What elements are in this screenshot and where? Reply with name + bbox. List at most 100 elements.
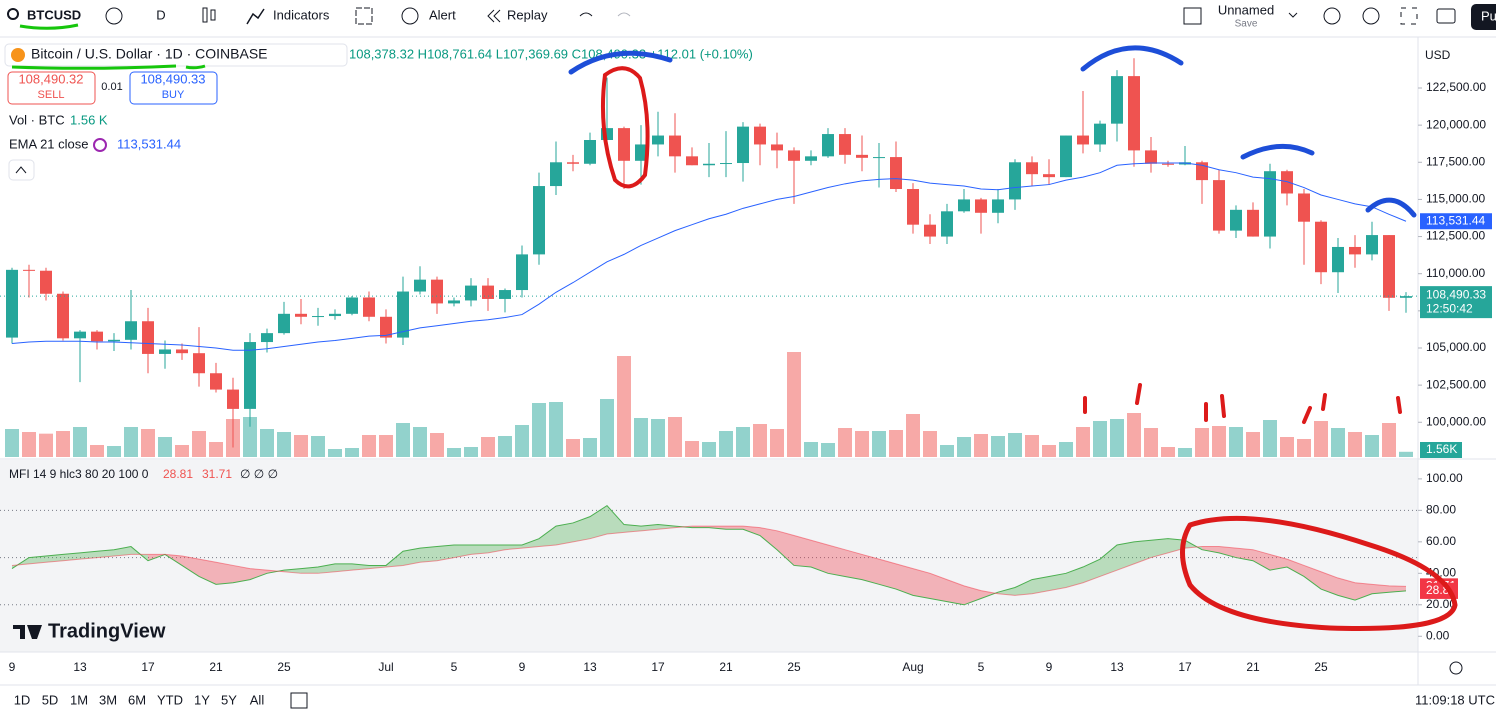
x-tick-label: 13 <box>73 660 87 674</box>
interval[interactable]: D <box>156 7 165 22</box>
volume-bar <box>413 427 427 457</box>
add-icon[interactable] <box>105 7 123 25</box>
mfi-fill <box>1100 544 1117 577</box>
annotation <box>568 50 673 75</box>
mfi-fill <box>1134 540 1151 564</box>
volume-box <box>1420 442 1462 458</box>
volume-bar <box>1229 427 1243 457</box>
symbol-title[interactable]: Bitcoin / U.S. Dollar · 1D · COINBASE <box>31 46 268 62</box>
mfi-fill <box>794 535 811 568</box>
volume-bar <box>277 432 291 457</box>
range-button[interactable]: 5D <box>42 692 59 707</box>
range-button[interactable]: 1M <box>70 692 88 707</box>
mfi-fill <box>1321 571 1338 596</box>
candle-body <box>1009 162 1021 200</box>
volume-bar <box>1076 427 1090 457</box>
layout-name[interactable]: Unnamed <box>1218 2 1274 17</box>
volume-bar <box>753 424 767 457</box>
quick-search-icon[interactable] <box>1323 7 1341 25</box>
volume-bar <box>804 442 818 457</box>
volume-bar <box>821 443 835 457</box>
volume-bar <box>22 432 36 457</box>
templates-icon[interactable] <box>355 7 373 25</box>
layout-icon[interactable] <box>1183 7 1202 25</box>
x-tick-label: Jul <box>378 660 393 674</box>
range-button[interactable]: 1D <box>14 692 31 707</box>
candle-body <box>448 300 460 304</box>
candle-body <box>533 186 545 255</box>
mfi-fill <box>726 526 743 530</box>
candle-body <box>1094 123 1106 145</box>
annotation <box>1080 45 1184 72</box>
search-icon <box>7 8 19 20</box>
collapse-button[interactable] <box>8 159 35 181</box>
alert-button[interactable]: Alert <box>429 7 456 22</box>
volume-bar <box>532 403 546 457</box>
date-range-icon[interactable] <box>290 692 308 709</box>
symbol[interactable]: BTCUSD <box>27 7 81 22</box>
mfi-fill <box>420 546 437 563</box>
logo-icon <box>13 625 42 639</box>
save-label[interactable]: Save <box>1235 19 1258 30</box>
x-tick-label: 25 <box>787 660 801 674</box>
sell-button-bg[interactable] <box>7 71 96 105</box>
x-tick-label: 13 <box>1110 660 1124 674</box>
sell-price[interactable]: 108,490.32 <box>18 71 83 86</box>
sell-label[interactable]: SELL <box>38 89 65 101</box>
volume-bar <box>736 427 750 457</box>
range-button[interactable]: 1Y <box>194 692 210 707</box>
collapse-icon <box>15 166 27 174</box>
ema-legend-value: 113,531.44 <box>117 136 181 151</box>
mfi-fill <box>862 554 879 585</box>
candle-body <box>618 128 630 161</box>
fullscreen-icon[interactable] <box>1400 7 1418 25</box>
mfi-fill <box>471 544 488 555</box>
candle-body <box>431 279 443 304</box>
volume-bar <box>651 419 665 457</box>
y-tick-label: 122,500.00 <box>1426 80 1486 94</box>
publish-button[interactable]: Pu <box>1481 8 1496 23</box>
x-tick-label: 13 <box>583 660 597 674</box>
indicators-button[interactable]: Indicators <box>273 7 330 22</box>
replay-button[interactable]: Replay <box>507 7 548 22</box>
range-button[interactable]: YTD <box>157 692 183 707</box>
x-tick-label: 17 <box>651 660 665 674</box>
y-tick-label: 0.00 <box>1426 628 1450 642</box>
dropdown-icon[interactable] <box>1288 12 1298 18</box>
range-button[interactable]: 5Y <box>221 692 237 707</box>
publish-button-bg[interactable] <box>1471 4 1496 30</box>
volume-legend-value: 1.56 K <box>70 112 108 127</box>
candle-body <box>652 135 664 145</box>
volume-legend: Vol · BTC <box>9 112 65 127</box>
candle-body <box>1196 162 1208 181</box>
annotation <box>1240 143 1315 160</box>
mfi-fill <box>1304 565 1321 590</box>
volume-bar <box>702 442 716 457</box>
chart-type-icon[interactable] <box>202 7 208 23</box>
x-tick-label: 17 <box>1178 660 1192 674</box>
currency[interactable]: USD <box>1425 48 1451 62</box>
mfi-fill <box>913 568 930 599</box>
settings-icon[interactable] <box>1362 7 1380 25</box>
redo-icon[interactable] <box>617 12 631 17</box>
volume-bar <box>1348 432 1362 457</box>
volume-bar <box>600 399 614 457</box>
candle-body <box>74 331 86 339</box>
undo-icon[interactable] <box>579 12 593 17</box>
candle-body <box>108 339 120 342</box>
buy-price[interactable]: 108,490.33 <box>140 71 205 86</box>
buy-label[interactable]: BUY <box>162 89 185 101</box>
candle-body <box>295 313 307 317</box>
candle-body <box>159 349 171 354</box>
range-button[interactable]: 6M <box>128 692 146 707</box>
volume-bar <box>1059 442 1073 457</box>
mfi-fill <box>1117 541 1134 571</box>
buy-button-bg[interactable] <box>129 71 218 105</box>
volume-bar <box>1263 420 1277 457</box>
range-button[interactable]: All <box>250 692 265 707</box>
volume-bar <box>90 445 104 457</box>
axis-settings-icon[interactable] <box>1449 661 1463 675</box>
range-button[interactable]: 3M <box>99 692 117 707</box>
snapshot-icon[interactable] <box>1436 8 1456 24</box>
volume-bar <box>719 431 733 457</box>
